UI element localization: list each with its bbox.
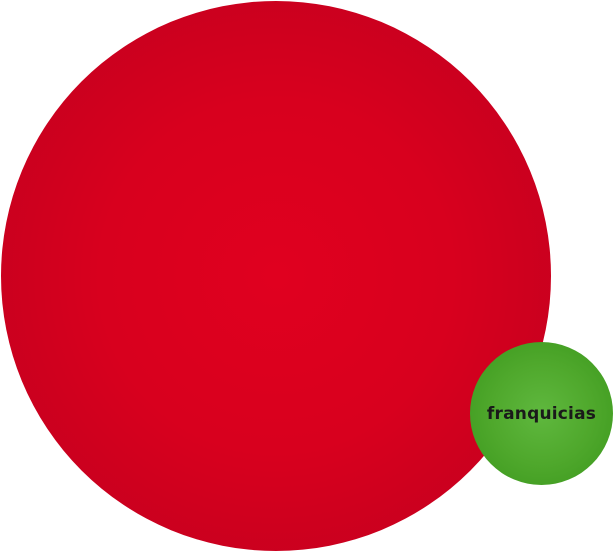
franquicias-bubble[interactable]: franquicias	[470, 342, 613, 485]
franquicias-label: franquicias	[486, 403, 597, 424]
main-bubble[interactable]	[1, 1, 551, 551]
